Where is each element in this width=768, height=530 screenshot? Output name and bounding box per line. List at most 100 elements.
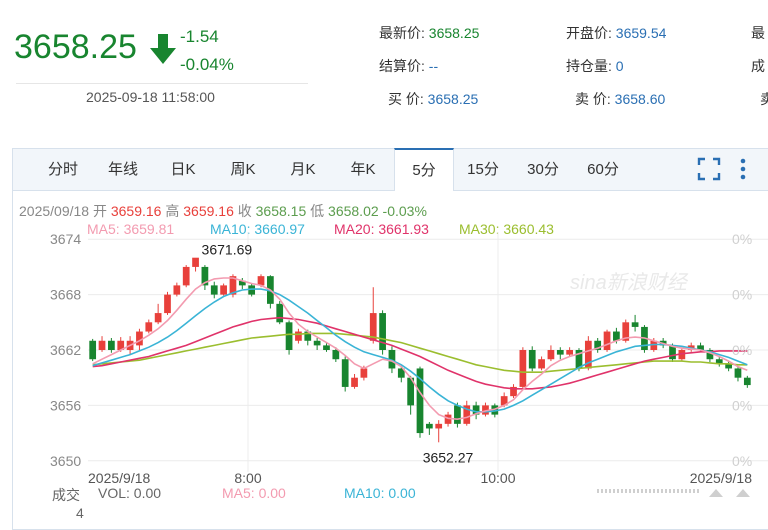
candle-body [136, 331, 143, 346]
candle-body [145, 322, 153, 332]
candle-body [285, 322, 293, 350]
ma20-line [92, 316, 748, 390]
candle-body [238, 280, 246, 286]
x-axis-label: 2025/9/18 [690, 470, 752, 486]
cut-field-1: 最 [751, 25, 765, 41]
watermark: sina新浪财经 [570, 272, 689, 294]
candle-body [472, 405, 480, 415]
down-arrow-icon [150, 34, 176, 69]
bar-info: 2025/09/18 开 3659.16 高 3659.16 收 3658.15… [19, 203, 427, 219]
candle-body [547, 350, 555, 360]
candle-body [528, 350, 536, 369]
candle-body [173, 285, 181, 295]
open-price-field: 开盘价: 3659.54 [566, 25, 667, 41]
candle-body [276, 303, 284, 323]
tab-monthly-k[interactable]: 月K [290, 161, 316, 178]
zoom-out-icon [736, 489, 750, 497]
volume-ma5: MA5: 0.00 [222, 485, 286, 501]
candle-body [304, 331, 312, 341]
max-price-label: 3671.69 [202, 241, 253, 257]
candle-body [538, 359, 545, 369]
price-change: -1.54 [180, 27, 219, 46]
candle-body [444, 414, 452, 424]
candle-body [379, 313, 386, 350]
latest-price-field: 最新价: 3658.25 [379, 25, 480, 41]
candle-body [108, 340, 115, 350]
tab-yearly-k[interactable]: 年K [350, 161, 376, 178]
tab-5min[interactable]: 5分 [394, 148, 454, 191]
ma30-info: MA30: 3660.43 [459, 221, 554, 237]
candle-body [613, 331, 620, 341]
candle-body [164, 294, 171, 314]
candle-body [454, 405, 461, 424]
candle-body [584, 340, 592, 369]
candle-body [351, 377, 358, 387]
tab-30min[interactable]: 30分 [527, 161, 559, 178]
open-interest-field: 持仓量: 0 [566, 58, 624, 74]
candle-body [154, 313, 162, 323]
candle-body [669, 345, 676, 360]
volume-value: VOL: 0.00 [98, 485, 162, 501]
candle-body [706, 350, 714, 360]
price-change-percent: -0.04% [180, 55, 234, 74]
candle-body [725, 363, 732, 369]
cut-field-3: 卖 [760, 91, 768, 107]
x-axis-label: 10:00 [480, 470, 515, 486]
candle-body [678, 350, 686, 360]
volume-axis-value: 4 [76, 505, 84, 521]
tab-weekly-k[interactable]: 周K [230, 161, 256, 178]
y-tick-label: 3650 [50, 453, 81, 469]
candle-body [210, 285, 218, 295]
candle-body [697, 345, 704, 350]
y-tick-label: 3668 [50, 287, 81, 303]
settle-price-field: 结算价: -- [379, 58, 439, 74]
candle-body [98, 340, 106, 350]
right-tick-label: 0% [732, 231, 752, 247]
candle-body [182, 266, 190, 286]
candle-body [631, 322, 639, 327]
quote-timestamp: 2025-09-18 11:58:00 [86, 89, 215, 105]
tab-60min[interactable]: 60分 [587, 161, 619, 178]
tab-intraday[interactable]: 分时 [47, 161, 78, 178]
candle-body [257, 276, 265, 286]
candle-body [295, 331, 302, 341]
candle-body [248, 285, 256, 295]
volume-label: 成交 [52, 487, 80, 503]
ma5-info: MA5: 3659.81 [87, 221, 175, 237]
candle-body [715, 359, 723, 364]
tab-15min[interactable]: 15分 [467, 161, 499, 178]
candle-body [332, 350, 340, 360]
candle-body [556, 350, 564, 355]
fullscreen-icon[interactable] [697, 157, 721, 186]
candle-body [743, 377, 751, 386]
ma10-info: MA10: 3660.97 [210, 221, 305, 237]
candle-body [575, 350, 583, 369]
ma5-line [92, 277, 748, 421]
tab-year-line[interactable]: 年线 [107, 161, 138, 178]
candle-body [323, 345, 330, 350]
more-options-icon[interactable] [739, 157, 747, 186]
x-axis-label: 8:00 [234, 470, 261, 486]
tab-daily-k[interactable]: 日K [170, 161, 196, 178]
candle-body [603, 331, 611, 350]
right-tick-label: 0% [732, 287, 752, 303]
candle-body [566, 350, 574, 355]
period-tabs: 分时 年线 日K 周K 月K 年K 5分 15分 30分 60分 [13, 148, 768, 191]
candle-body [435, 423, 443, 429]
ask-price-field: 卖 价: 3658.60 [575, 91, 666, 107]
candle-body [220, 285, 227, 295]
candle-body [388, 350, 396, 369]
right-tick-label: 0% [732, 397, 752, 413]
candle-body [201, 266, 209, 286]
candle-body [463, 405, 471, 424]
latest-price: 3658.25 [14, 28, 137, 66]
candle-body [229, 276, 237, 295]
candle-body [360, 368, 368, 378]
volume-ma10: MA10: 0.00 [344, 485, 416, 501]
candle-body [397, 368, 405, 378]
x-axis-label: 2025/9/18 [88, 470, 150, 486]
candle-body [594, 340, 602, 350]
candle-body [622, 322, 630, 341]
candle-body [117, 340, 125, 350]
